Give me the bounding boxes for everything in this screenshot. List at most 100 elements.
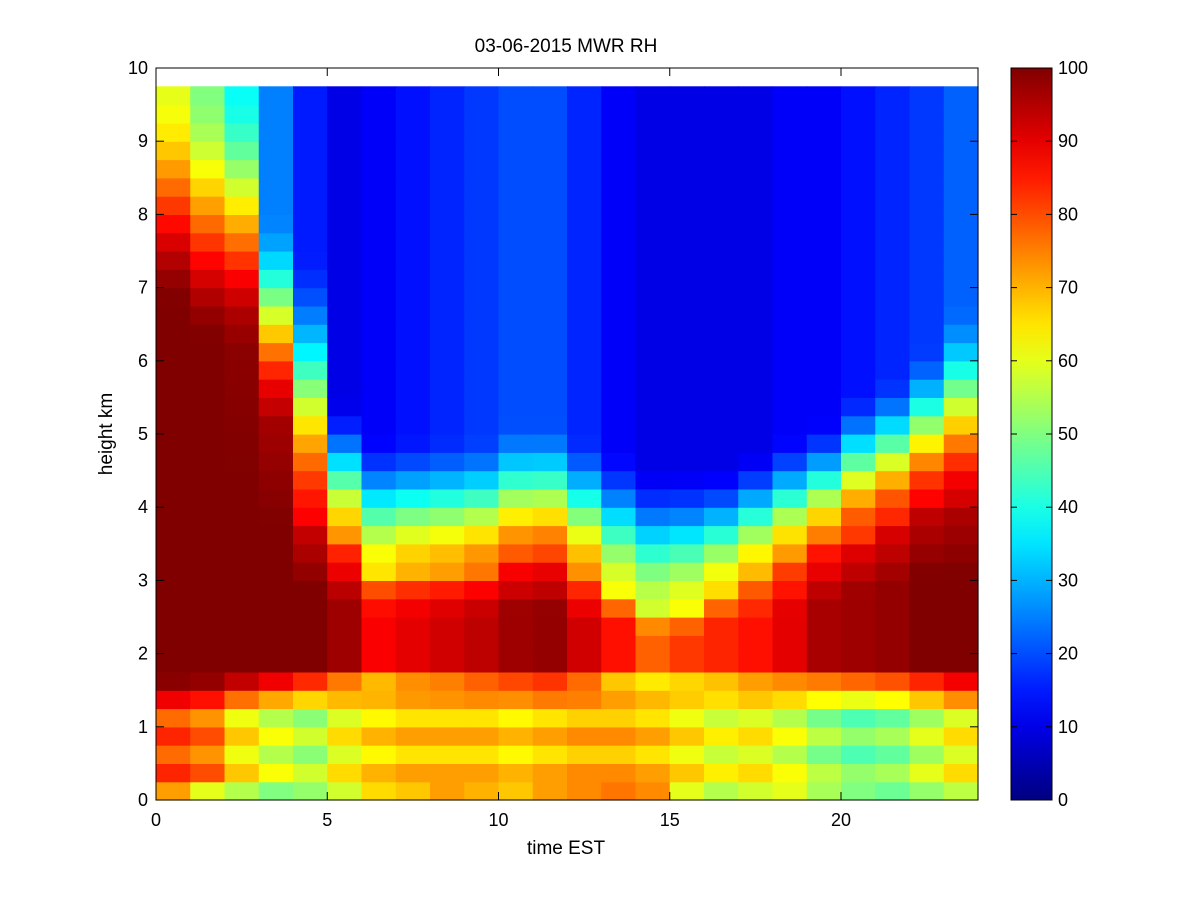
heatmap-cell <box>395 507 431 527</box>
heatmap-cell <box>498 708 534 728</box>
heatmap-cell <box>635 434 671 453</box>
heatmap-cell <box>258 763 294 783</box>
heatmap-cell <box>258 232 294 252</box>
heatmap-cell <box>532 543 568 563</box>
heatmap-cell <box>430 653 465 673</box>
heatmap-cell <box>293 580 328 600</box>
heatmap-cell <box>875 287 911 307</box>
heatmap-cell <box>395 690 431 710</box>
heatmap-cell <box>430 690 465 710</box>
heatmap-cell <box>567 415 602 435</box>
heatmap-cell <box>532 214 568 234</box>
heatmap-cell <box>395 617 431 636</box>
heatmap-cell <box>430 745 465 764</box>
heatmap-cell <box>464 543 500 563</box>
heatmap-cell <box>498 141 534 161</box>
heatmap-cell <box>258 214 294 234</box>
heatmap-cell <box>293 305 328 325</box>
heatmap-cell <box>327 360 363 380</box>
heatmap-cell <box>532 653 568 673</box>
heatmap-cell <box>293 598 328 618</box>
colorbar-tick-label: 0 <box>1058 790 1068 810</box>
heatmap-cell <box>258 177 294 197</box>
heatmap-cell <box>635 269 671 289</box>
heatmap-cell <box>190 617 226 636</box>
heatmap-cell <box>909 379 945 398</box>
heatmap-cell <box>156 598 191 618</box>
heatmap-cell <box>224 287 260 307</box>
y-tick-label: 9 <box>138 131 148 151</box>
heatmap-cell <box>327 379 363 398</box>
heatmap-cell <box>464 104 500 124</box>
x-axis: 0 5 10 15 20 <box>151 68 851 830</box>
heatmap-cell <box>190 86 226 106</box>
heatmap-cell <box>361 360 397 380</box>
heatmap-cell <box>258 671 294 691</box>
heatmap-cell <box>224 745 260 764</box>
heatmap-cell <box>875 745 911 764</box>
heatmap-cell <box>635 232 671 252</box>
heatmap-cell <box>841 397 876 417</box>
heatmap-cell <box>909 415 945 435</box>
heatmap-cell <box>361 251 397 270</box>
heatmap-cell <box>224 434 260 453</box>
heatmap-cell <box>327 415 363 435</box>
heatmap-cell <box>601 360 637 380</box>
heatmap-cell <box>738 708 774 728</box>
heatmap-cell <box>943 617 979 636</box>
heatmap-cell <box>909 196 945 215</box>
heatmap-cell <box>635 726 671 746</box>
heatmap-cell <box>875 141 911 161</box>
heatmap-cell <box>361 287 397 307</box>
heatmap-cell <box>704 507 739 527</box>
heatmap-cell <box>190 763 226 783</box>
y-tick-label: 4 <box>138 497 148 517</box>
heatmap-cell <box>498 488 534 508</box>
heatmap-cell <box>395 671 431 691</box>
heatmap-cell <box>327 507 363 527</box>
heatmap-cell <box>635 415 671 435</box>
heatmap-cell <box>635 122 671 142</box>
heatmap-cell <box>875 360 911 380</box>
heatmap-cell <box>738 671 774 691</box>
heatmap-cell <box>464 708 500 728</box>
heatmap-cell <box>601 86 637 106</box>
heatmap-cell <box>156 690 191 710</box>
heatmap-cell <box>635 379 671 398</box>
heatmap-cell <box>293 379 328 398</box>
heatmap-cell <box>601 397 637 417</box>
heatmap-cell <box>909 598 945 618</box>
heatmap-cell <box>772 525 808 545</box>
heatmap-cell <box>567 397 602 417</box>
heatmap-cell <box>327 269 363 289</box>
heatmap-cell <box>704 745 739 764</box>
heatmap-cell <box>909 397 945 417</box>
heatmap-cell <box>806 690 842 710</box>
heatmap-cell <box>806 525 842 545</box>
heatmap-cell <box>841 690 876 710</box>
heatmap-cell <box>909 86 945 106</box>
colorbar-tick-label: 80 <box>1058 204 1078 224</box>
heatmap-cell <box>738 726 774 746</box>
heatmap-cell <box>156 470 191 490</box>
heatmap-cell <box>327 397 363 417</box>
heatmap-cell <box>395 305 431 325</box>
heatmap-cell <box>875 122 911 142</box>
heatmap-cell <box>464 745 500 764</box>
heatmap-cell <box>601 324 637 344</box>
heatmap-cell <box>190 507 226 527</box>
heatmap-cell <box>738 543 774 563</box>
heatmap-cell <box>772 781 808 801</box>
heatmap-cell <box>498 104 534 124</box>
heatmap-cell <box>156 763 191 783</box>
heatmap-cell <box>669 269 705 289</box>
heatmap-cell <box>156 617 191 636</box>
heatmap-cell <box>943 196 979 215</box>
heatmap-cell <box>772 617 808 636</box>
heatmap-cell <box>258 452 294 472</box>
heatmap-cell <box>909 525 945 545</box>
heatmap-cell <box>190 379 226 398</box>
heatmap-cell <box>395 415 431 435</box>
heatmap-cell <box>875 159 911 179</box>
heatmap-cell <box>772 397 808 417</box>
